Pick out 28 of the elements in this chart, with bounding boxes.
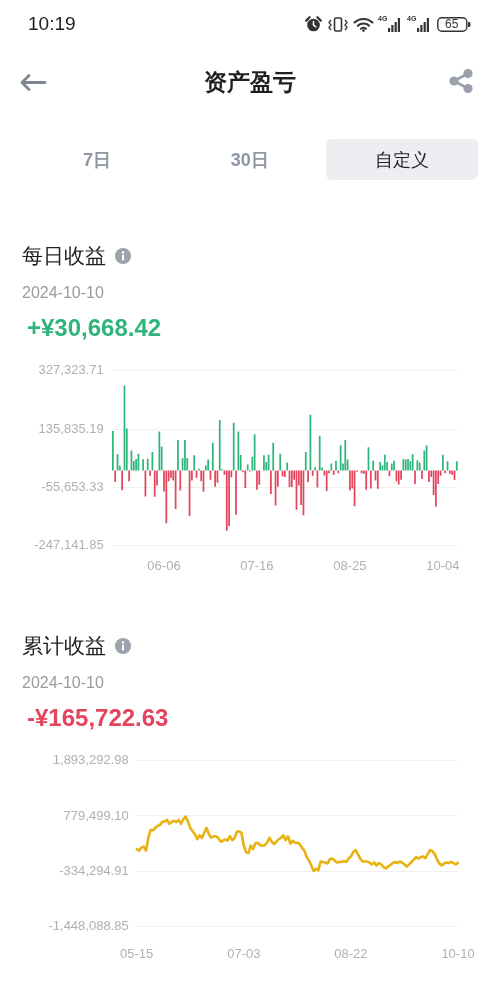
text: 资产盈亏 [204, 68, 296, 97]
x-tick-label: 10-10 [441, 945, 475, 961]
y-tick-label: -247,141.85 [34, 537, 104, 553]
y-tick-label: 1,893,292.98 [52, 752, 129, 768]
text: -¥165,722.63 [27, 702, 169, 733]
x-tick-label: 08-22 [334, 945, 368, 961]
x-tick-label: 05-15 [120, 945, 154, 961]
chart-title: 累计收益 [22, 633, 106, 659]
x-tick-label: 07-16 [240, 557, 274, 573]
y-tick-label: 779,499.10 [63, 807, 129, 823]
y-tick-label: 135,835.19 [38, 420, 104, 436]
text: 10:19 [28, 12, 76, 36]
text: 7日 [82, 148, 111, 171]
y-tick-label: 327,323.71 [38, 362, 104, 378]
chart-title: 每日收益 [22, 243, 106, 269]
chart-subtitle: 2024-10-10 [22, 282, 104, 303]
text: 65 [445, 17, 459, 32]
y-tick-label: -55,653.33 [41, 479, 104, 495]
text: +¥30,668.42 [27, 312, 162, 343]
y-tick-label: -334,294.91 [59, 862, 129, 878]
x-tick-label: 07-03 [227, 945, 261, 961]
text: 自定义 [375, 148, 430, 171]
chart-subtitle: 2024-10-10 [22, 672, 104, 693]
x-tick-label: 10-04 [426, 557, 460, 573]
text: 30日 [230, 148, 269, 171]
x-tick-label: 08-25 [333, 557, 367, 573]
x-tick-label: 06-06 [147, 557, 181, 573]
y-tick-label: -1,448,088.85 [48, 917, 129, 933]
